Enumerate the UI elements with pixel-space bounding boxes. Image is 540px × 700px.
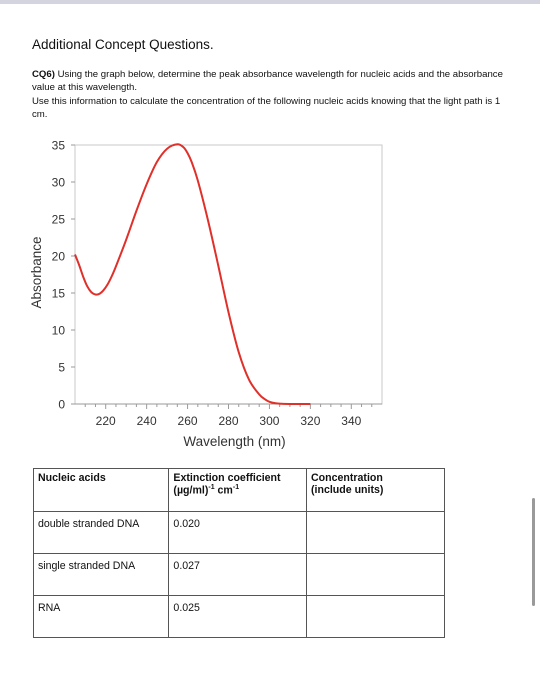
y-axis-label: Absorbance	[29, 236, 44, 308]
y-tick-label: 35	[52, 139, 66, 153]
page-heading: Additional Concept Questions.	[32, 37, 214, 52]
table-row: double stranded DNA 0.020	[32, 511, 445, 554]
y-tick-label: 10	[52, 324, 66, 338]
table-row: single stranded DNA 0.027	[32, 553, 445, 596]
table-header-row: Nucleic acids Extinction coefficient (µg…	[32, 468, 445, 512]
header-concentration: Concentration (include units)	[306, 468, 445, 512]
x-tick-label: 320	[300, 414, 320, 428]
row-coefficient: 0.025	[168, 595, 308, 638]
top-bar	[0, 0, 540, 4]
x-axis-label: Wavelength (nm)	[183, 434, 285, 449]
question-label: CQ6)	[32, 69, 55, 80]
question-text: CQ6) Using the graph below, determine th…	[32, 68, 510, 122]
question-line2: Use this information to calculate the co…	[32, 95, 501, 121]
row-name: double stranded DNA	[32, 511, 170, 554]
plot-frame	[74, 144, 383, 405]
header-extinction-coefficient: Extinction coefficient (µg/ml)-1 cm-1	[168, 468, 308, 512]
x-tick-label: 300	[259, 414, 279, 428]
row-concentration-cell[interactable]	[306, 553, 445, 596]
question-line1: Using the graph below, determine the pea…	[32, 69, 503, 94]
row-name: single stranded DNA	[32, 553, 170, 596]
y-tick-label: 25	[52, 213, 66, 227]
y-tick-label: 5	[58, 361, 65, 375]
y-tick-label: 20	[52, 250, 66, 264]
row-coefficient: 0.027	[168, 553, 308, 596]
row-concentration-cell[interactable]	[306, 595, 445, 638]
y-tick-label: 30	[52, 176, 66, 190]
header-nucleic-acids: Nucleic acids	[32, 468, 170, 512]
nucleic-acid-table: Nucleic acids Extinction coefficient (µg…	[32, 468, 445, 638]
row-concentration-cell[interactable]	[306, 511, 445, 554]
table-row: RNA 0.025	[32, 595, 445, 638]
row-name: RNA	[32, 595, 170, 638]
x-tick-label: 260	[178, 414, 198, 428]
row-coefficient: 0.020	[168, 511, 308, 554]
y-tick-label: 15	[52, 287, 66, 301]
absorbance-chart: 0 5 10 15 20 25 30 35 220 240 260 280 300 320 340 Wavel…	[29, 139, 383, 449]
y-tick-label: 0	[58, 398, 65, 412]
x-tick-label: 340	[341, 414, 361, 428]
x-tick-label: 220	[96, 414, 116, 428]
absorbance-series-line	[74, 143, 311, 406]
x-tick-label: 280	[218, 414, 238, 428]
x-tick-label: 240	[137, 414, 157, 428]
scrollbar[interactable]	[532, 498, 535, 606]
